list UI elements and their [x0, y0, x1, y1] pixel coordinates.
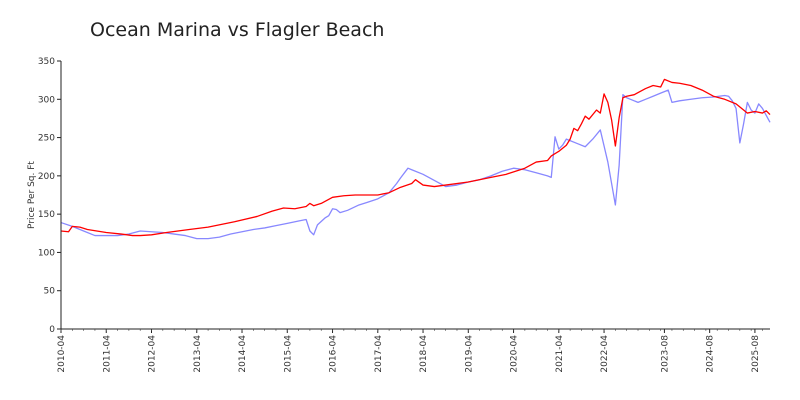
x-tick-label: 2024-08	[706, 335, 716, 373]
x-tick-label: 2025-08	[751, 335, 761, 373]
x-tick-label: 2011-04	[102, 335, 112, 373]
y-tick-label: 0	[49, 325, 55, 335]
series-line-0	[60, 78, 771, 237]
x-tick-label: 2020-04	[510, 335, 520, 373]
x-tick-label: 2012-04	[148, 335, 158, 373]
chart-title: Ocean Marina vs Flagler Beach	[90, 19, 384, 41]
x-tick-label: 2013-04	[193, 335, 203, 373]
x-tick-label: 2018-04	[419, 335, 429, 373]
x-tick-label: 2015-04	[283, 335, 293, 373]
x-tick-label: 2022-04	[600, 335, 610, 373]
x-tick-label: 2016-04	[329, 335, 339, 373]
y-tick-label: 300	[38, 95, 55, 105]
x-tick-label: 2017-04	[374, 335, 384, 373]
y-axis-label: Price Per Sq. Ft	[27, 161, 37, 229]
series-line-1	[60, 89, 771, 240]
y-axis: 0 50 100 150 200 250 300 350	[38, 57, 61, 335]
y-tick-label: 100	[38, 248, 55, 258]
y-tick-label: 50	[44, 287, 56, 297]
x-tick-label: 2014-04	[238, 335, 248, 373]
y-tick-label: 250	[38, 134, 55, 144]
x-tick-label: 2010-04	[57, 335, 67, 373]
x-tick-label: 2019-04	[464, 335, 474, 373]
x-tick-label: 2021-04	[555, 335, 565, 373]
x-tick-label: 2023-08	[660, 335, 670, 373]
x-axis: 2010-04 2011-04 2012-04 2013-04 2014-04 2015-…	[57, 329, 763, 373]
series-layer	[60, 78, 771, 240]
y-tick-label: 200	[38, 172, 55, 182]
y-tick-label: 350	[38, 57, 55, 67]
y-tick-label: 150	[38, 210, 55, 220]
